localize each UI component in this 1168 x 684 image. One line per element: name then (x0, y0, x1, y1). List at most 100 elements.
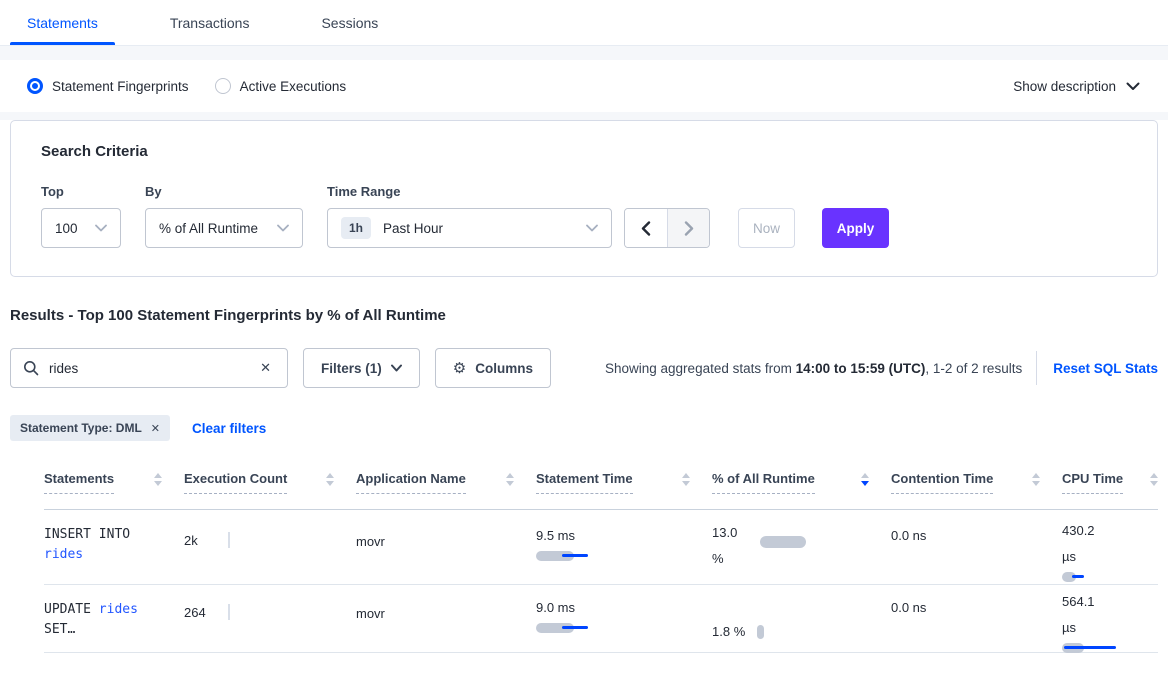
by-select-value: % of All Runtime (159, 220, 259, 236)
application-name-cell: movr (356, 585, 536, 654)
clear-search-icon[interactable]: ✕ (260, 360, 271, 375)
active-filters-row: Statement Type: DML ✕ Clear filters (10, 415, 1158, 441)
radio-statement-fingerprints-label: Statement Fingerprints (52, 78, 189, 94)
contention-time-cell: 0.0 ns (891, 585, 1062, 654)
statement-link[interactable]: rides (44, 547, 84, 562)
pct-runtime-value: 13.0 (712, 525, 738, 540)
column-header-application-name: Application Name (356, 471, 536, 509)
by-label: By (145, 184, 162, 199)
table-header-row: Statements Execution Count Application N… (44, 455, 1158, 510)
search-criteria-panel: Search Criteria Top 100 By % of All Runt… (10, 120, 1158, 277)
execution-count-value: 264 (184, 605, 206, 620)
cpu-time-value: 564.1 (1062, 594, 1095, 609)
previous-time-range-button[interactable] (625, 209, 667, 247)
results-heading: Results - Top 100 Statement Fingerprints… (10, 307, 446, 324)
table-row: INSERT INTO rides 2k movr 9.5 ms 13.0 % (44, 510, 1158, 585)
time-range-select[interactable]: 1h Past Hour (327, 208, 612, 248)
sort-arrows-icon[interactable] (861, 471, 869, 486)
contention-time-value: 0.0 ns (891, 600, 927, 615)
time-range-label: Time Range (327, 184, 401, 199)
column-label: Application Name (356, 471, 466, 494)
execution-count-bar (228, 532, 230, 548)
radio-statement-fingerprints[interactable]: Statement Fingerprints (27, 78, 189, 94)
radio-active-executions[interactable]: Active Executions (214, 78, 346, 94)
tab-sessions-label: Sessions (321, 14, 379, 31)
top-tab-bar: Statements Transactions Sessions (0, 0, 1168, 46)
tab-statements-label: Statements (27, 14, 98, 31)
chevron-down-icon (390, 364, 402, 372)
view-toggle-band: Statement Fingerprints Active Executions… (0, 60, 1168, 112)
sort-arrows-icon[interactable] (326, 471, 334, 486)
showing-suffix: , 1-2 of 2 results (925, 360, 1023, 376)
tab-sessions[interactable]: Sessions (304, 0, 395, 45)
left-arrow-icon (641, 220, 651, 236)
column-label: Statements (44, 471, 115, 494)
search-input[interactable] (49, 360, 257, 376)
remove-filter-icon[interactable]: ✕ (150, 422, 161, 435)
column-label: Contention Time (891, 471, 994, 494)
pct-all-runtime-cell: 1.8 % (712, 585, 891, 654)
chevron-down-icon (1126, 82, 1140, 90)
sort-arrows-icon[interactable] (1150, 471, 1158, 486)
columns-button-label: Columns (475, 360, 533, 376)
pct-runtime-value: 1.8 (712, 624, 731, 639)
execution-count-bar (228, 604, 230, 620)
top-group: Top 100 (41, 184, 121, 248)
apply-button[interactable]: Apply (822, 208, 889, 248)
cpu-time-cell: 564.1 µs (1062, 585, 1158, 654)
next-time-range-button[interactable] (667, 209, 709, 247)
cpu-time-value: 430.2 (1062, 523, 1095, 538)
tab-statements[interactable]: Statements (10, 0, 115, 45)
pct-runtime-unit: % (712, 551, 724, 566)
show-description-toggle[interactable]: Show description (1013, 79, 1140, 94)
application-name-value: movr (356, 606, 385, 621)
column-header-statements: Statements (44, 471, 184, 509)
statement-text: SET… (44, 622, 76, 637)
time-range-pager (624, 208, 710, 248)
showing-stats-text: Showing aggregated stats from 14:00 to 1… (605, 361, 1022, 376)
results-toolbar: ✕ Filters (1) ⚙ Columns Showing aggregat… (10, 348, 1158, 388)
pct-runtime-unit: % (733, 624, 746, 639)
execution-count-cell: 2k (184, 510, 356, 584)
top-label: Top (41, 184, 64, 199)
filters-button[interactable]: Filters (1) (303, 348, 420, 388)
pct-runtime-bar-chart (757, 624, 765, 639)
sort-arrows-icon[interactable] (682, 471, 690, 486)
reset-sql-stats-link[interactable]: Reset SQL Stats (1053, 360, 1158, 376)
statement-time-value: 9.5 ms (536, 528, 576, 543)
chevron-down-icon (277, 224, 289, 232)
tab-transactions[interactable]: Transactions (153, 0, 267, 45)
sort-arrows-icon[interactable] (506, 471, 514, 486)
chevron-down-icon (586, 224, 598, 232)
clear-filters-link[interactable]: Clear filters (192, 420, 267, 436)
filters-button-label: Filters (1) (321, 360, 382, 376)
top-select[interactable]: 100 (41, 208, 121, 248)
showing-prefix: Showing aggregated stats from (605, 360, 796, 376)
top-select-value: 100 (55, 220, 78, 236)
statement-cell: UPDATE rides SET… (44, 585, 184, 654)
execution-count-cell: 264 (184, 585, 356, 654)
cpu-time-unit: µs (1062, 620, 1076, 635)
by-group: By % of All Runtime (145, 184, 303, 248)
statement-text: UPDATE (44, 602, 91, 617)
sort-arrows-icon[interactable] (1032, 471, 1040, 486)
contention-time-cell: 0.0 ns (891, 510, 1062, 584)
search-icon (24, 361, 39, 376)
search-criteria-title: Search Criteria (41, 143, 148, 160)
cpu-time-cell: 430.2 µs (1062, 510, 1158, 584)
columns-button[interactable]: ⚙ Columns (434, 348, 551, 388)
execution-count-value: 2k (184, 533, 198, 548)
radio-unselected-icon (214, 78, 231, 94)
now-button[interactable]: Now (738, 208, 795, 248)
showing-time-range: 14:00 to 15:59 (UTC) (795, 360, 926, 376)
main-content: Search Criteria Top 100 By % of All Runt… (0, 120, 1168, 684)
application-name-cell: movr (356, 510, 536, 584)
time-range-value: Past Hour (383, 220, 444, 236)
column-header-statement-time: Statement Time (536, 471, 712, 509)
cpu-time-unit: µs (1062, 549, 1076, 564)
by-select[interactable]: % of All Runtime (145, 208, 303, 248)
sort-arrows-icon[interactable] (154, 471, 162, 486)
statement-link[interactable]: rides (98, 602, 138, 617)
column-label: CPU Time (1062, 471, 1124, 494)
application-name-value: movr (356, 534, 385, 549)
